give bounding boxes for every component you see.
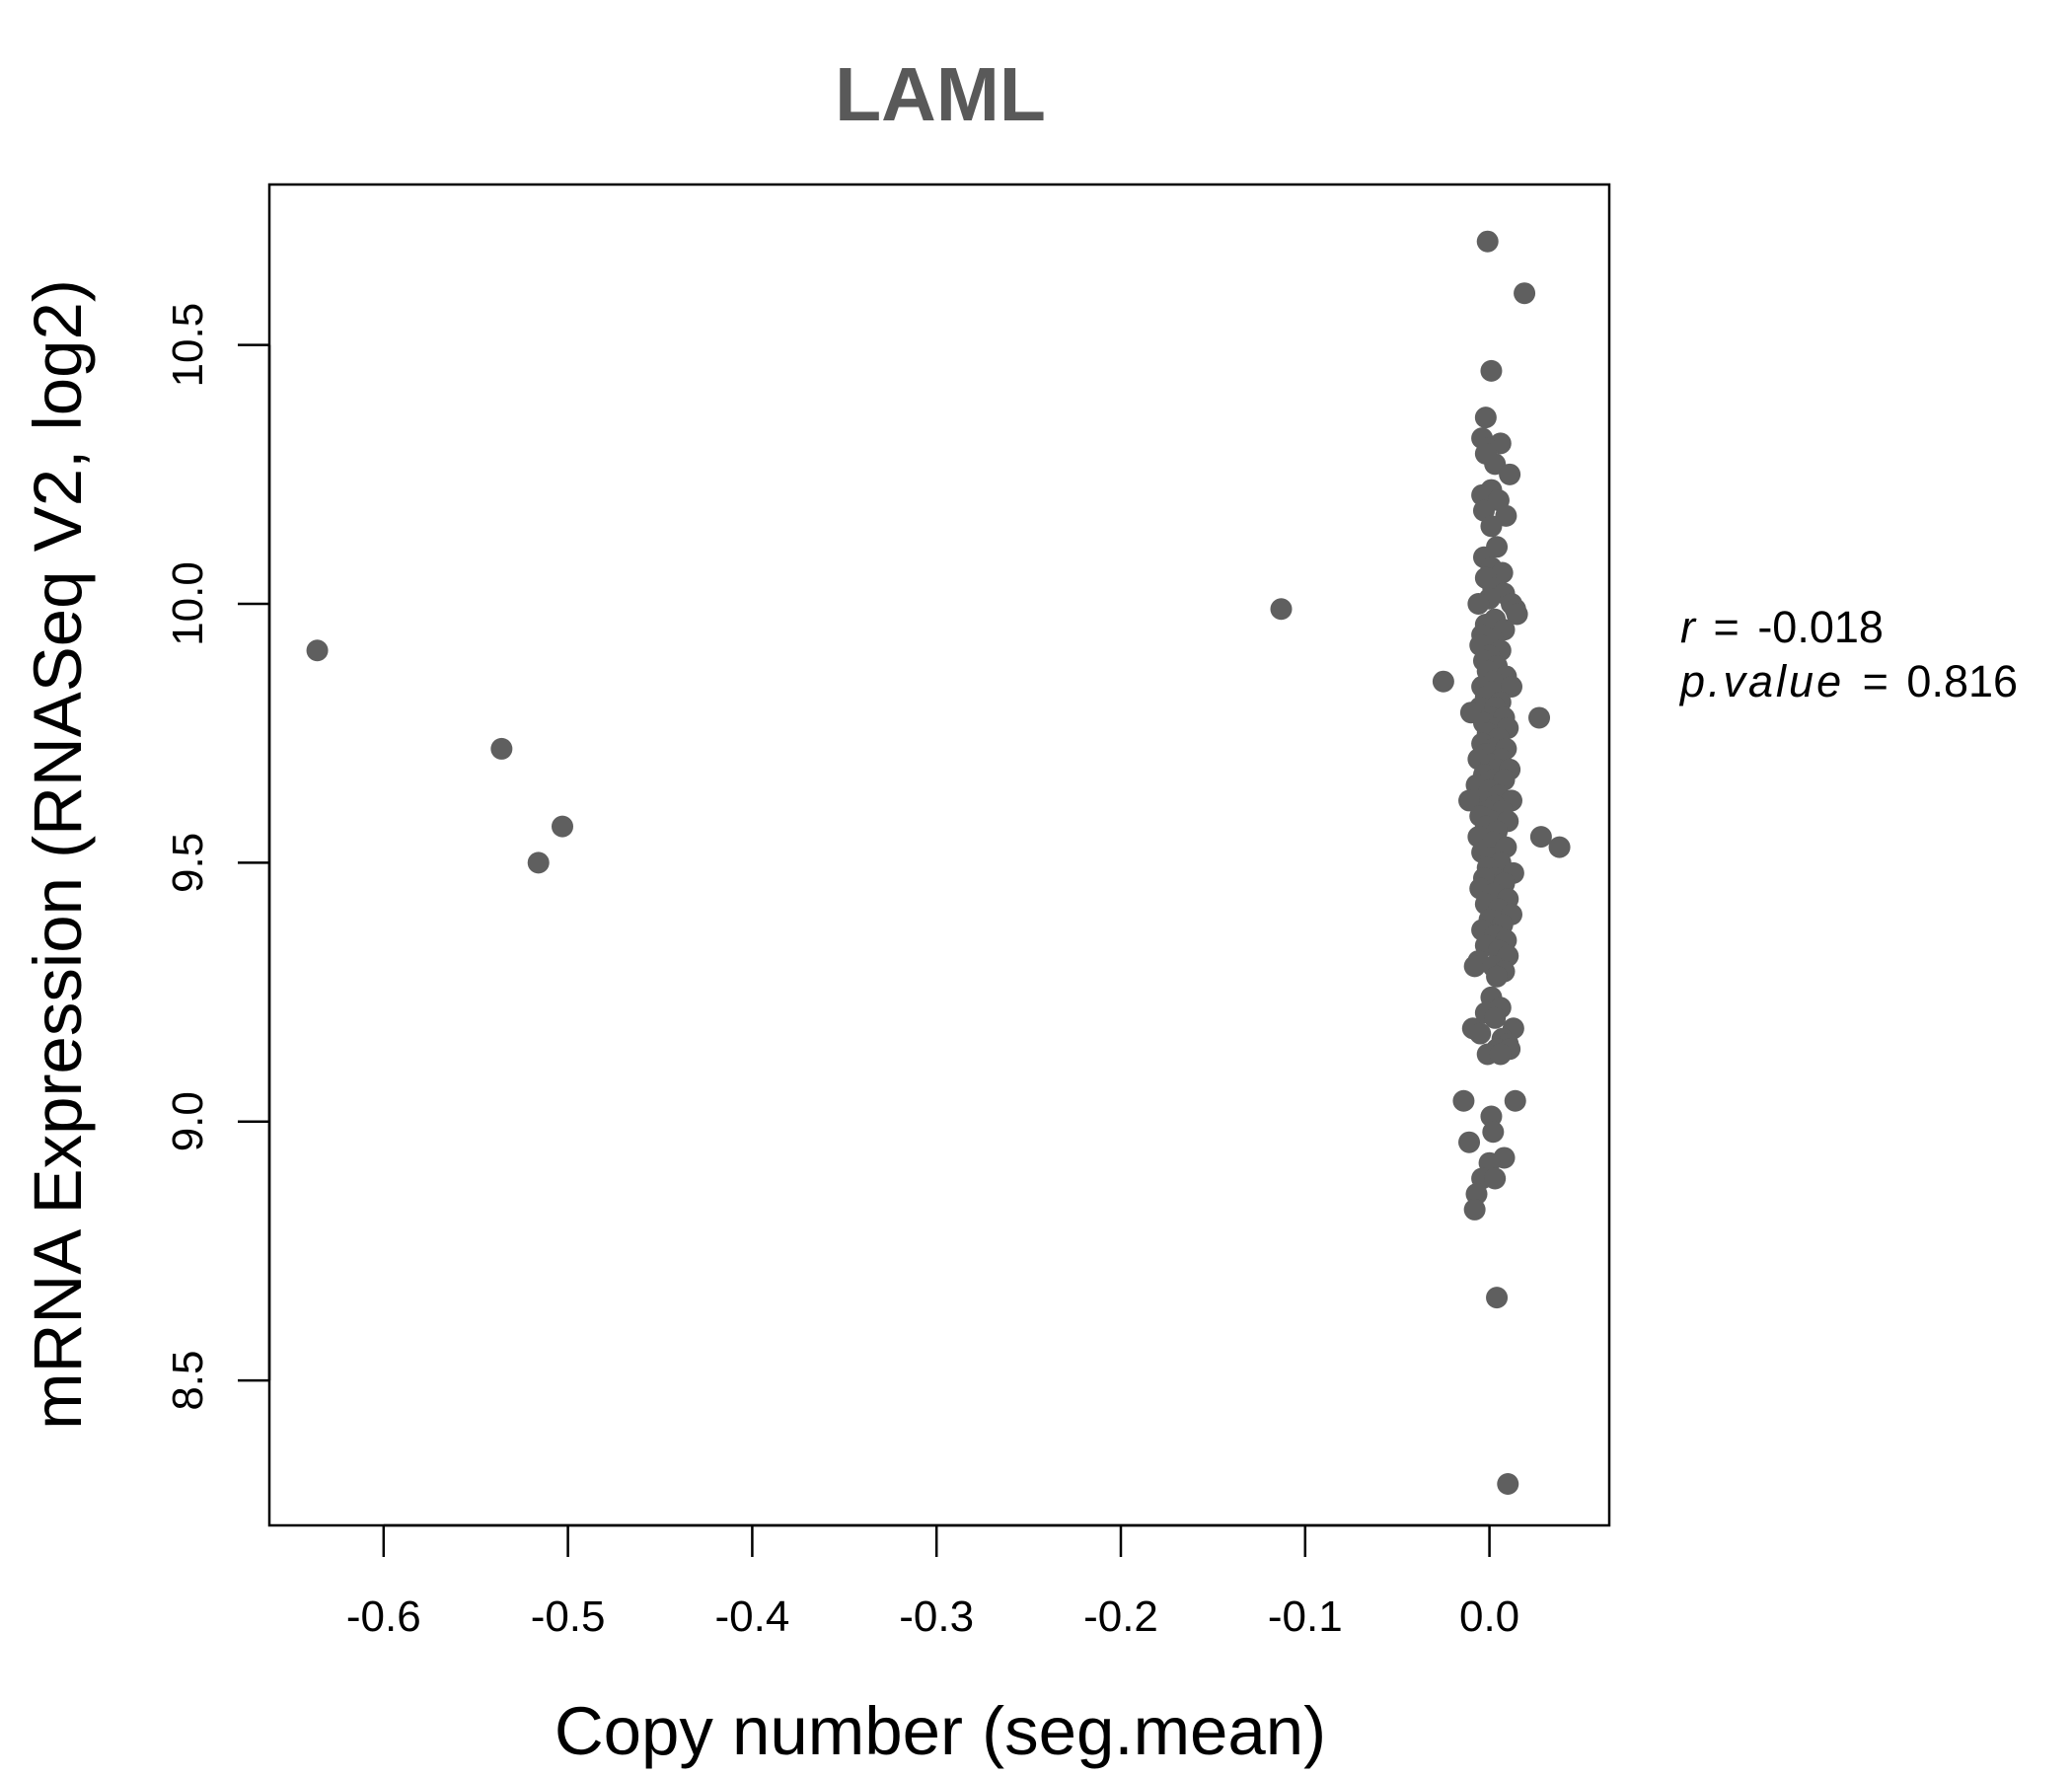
data-point	[1506, 603, 1528, 626]
data-point	[527, 851, 550, 874]
data-point	[1489, 1043, 1512, 1066]
y-axis-label: mRNA Expression (RNASeq V2, log2)	[20, 279, 96, 1430]
data-point	[1463, 1198, 1486, 1221]
p-label: p.value	[1678, 656, 1844, 706]
data-point	[1528, 706, 1551, 729]
x-tick-label: -0.2	[1083, 1592, 1158, 1641]
p-equals: =	[1863, 656, 1888, 706]
y-axis: 8.5 9.0 9.5 10.0 10.5	[164, 303, 271, 1411]
p-value-stat: p.value = 0.816	[1678, 656, 2018, 706]
data-point	[1529, 826, 1552, 849]
data-point	[1463, 955, 1486, 978]
data-point	[1499, 463, 1521, 485]
data-point	[1480, 359, 1503, 382]
data-point	[1497, 1473, 1519, 1496]
y-tick-label: 10.0	[164, 561, 212, 646]
data-point	[1452, 1089, 1475, 1112]
data-point	[1548, 836, 1571, 858]
data-point	[1484, 1006, 1507, 1029]
data-point	[490, 737, 513, 760]
plot-frame	[267, 183, 1611, 1527]
data-point	[1480, 515, 1503, 538]
data-points	[306, 230, 1571, 1496]
x-tick-label: -0.6	[346, 1592, 421, 1641]
x-tick-label: -0.1	[1268, 1592, 1343, 1641]
x-axis-label: Copy number (seg.mean)	[555, 1693, 1326, 1769]
data-point	[1270, 598, 1293, 621]
r-label: r	[1680, 602, 1697, 652]
data-point	[1458, 1131, 1481, 1153]
y-tick-label: 8.5	[164, 1350, 212, 1410]
y-tick-label: 9.0	[164, 1091, 212, 1151]
data-point	[1486, 1287, 1509, 1309]
x-tick-label: -0.4	[714, 1592, 789, 1641]
data-point	[1514, 282, 1536, 305]
data-point	[1432, 670, 1454, 693]
p-value: 0.816	[1906, 656, 2018, 706]
data-point	[1484, 1167, 1507, 1190]
data-point	[306, 639, 329, 662]
x-axis: -0.6 -0.5 -0.4 -0.3 -0.2 -0.1 0.0	[346, 1523, 1519, 1641]
x-tick-label: -0.3	[899, 1592, 974, 1641]
data-point	[1500, 675, 1522, 698]
y-tick-label: 9.5	[164, 833, 212, 893]
data-point	[1474, 442, 1497, 465]
r-value: -0.018	[1757, 602, 1884, 652]
chart-title: LAML	[835, 52, 1046, 137]
x-tick-label: -0.5	[531, 1592, 606, 1641]
x-tick-label: 0.0	[1459, 1592, 1519, 1641]
data-point	[1482, 1121, 1505, 1144]
correlation-stat: r = -0.018	[1680, 602, 1884, 652]
data-point	[1474, 407, 1497, 429]
data-point	[552, 815, 574, 838]
y-tick-label: 10.5	[164, 303, 212, 388]
data-point	[1476, 230, 1499, 253]
data-point	[1467, 593, 1490, 616]
data-point	[1469, 1022, 1492, 1045]
data-point	[1486, 965, 1509, 988]
r-equals: =	[1714, 602, 1739, 652]
data-point	[1458, 789, 1481, 812]
data-point	[1504, 1089, 1526, 1112]
